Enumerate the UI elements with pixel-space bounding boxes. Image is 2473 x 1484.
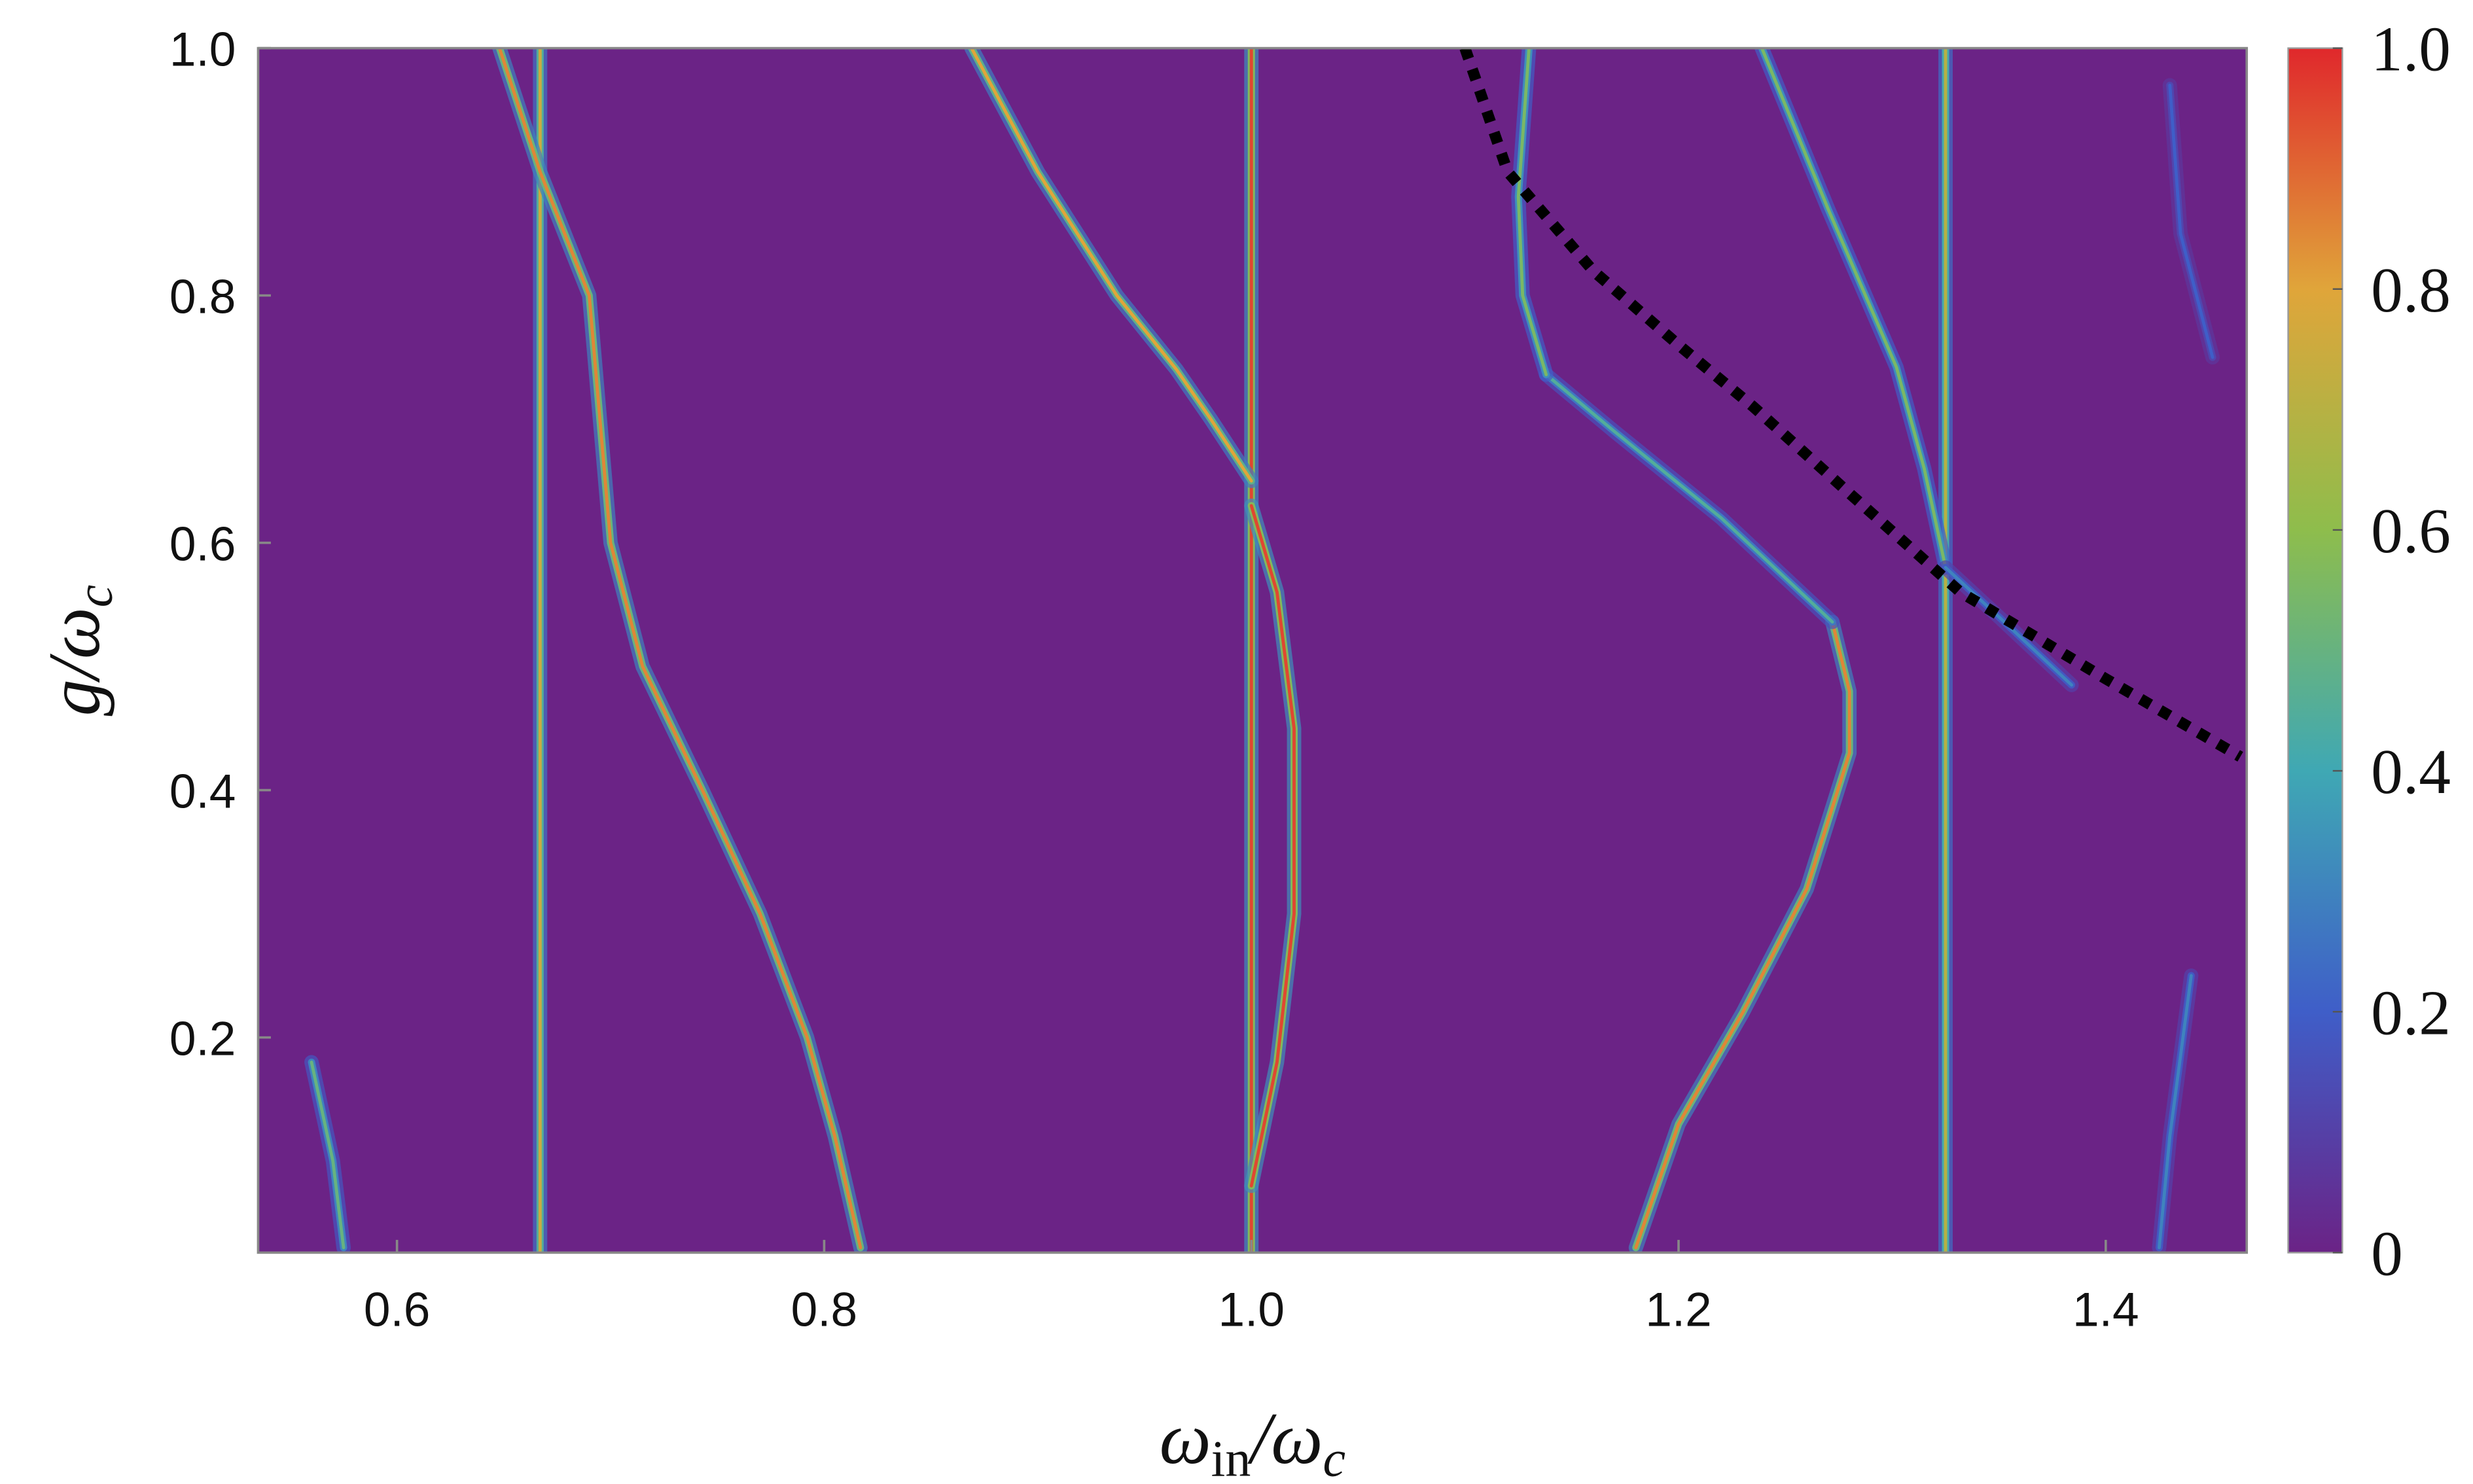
x-tick-label: 0.8	[791, 1283, 858, 1336]
y-tick-label: 1.0	[169, 23, 236, 76]
x-label-part: c	[1323, 1430, 1345, 1484]
ridge-core	[1634, 620, 1851, 1250]
x-tick-label: 1.2	[1645, 1283, 1712, 1336]
ridge-core	[2157, 974, 2193, 1250]
ridge-core	[1944, 565, 2074, 687]
colorbar-tick-label: 1.0	[2371, 14, 2451, 85]
ridge	[304, 1055, 351, 1253]
y-tick-label: 0.6	[169, 518, 236, 571]
colorbar-tick-label: 0.2	[2371, 978, 2451, 1048]
x-label-part: in	[1211, 1430, 1251, 1484]
ridge	[1539, 367, 1840, 629]
ridge-core	[1760, 48, 1948, 569]
ridge	[1628, 614, 1857, 1253]
ridge-core	[310, 1060, 346, 1250]
x-tick-label: 1.4	[2073, 1283, 2139, 1336]
ridge	[1938, 560, 2079, 692]
y-tick-label: 0.4	[169, 765, 236, 818]
colorbar-tick-label: 0	[2371, 1218, 2403, 1289]
y-label-part: g/ω	[34, 607, 115, 716]
ridge	[1511, 48, 1554, 382]
ridge-core	[1544, 373, 1834, 624]
x-label-part: ω	[1160, 1398, 1211, 1479]
ridge	[492, 48, 868, 1253]
ridge	[2152, 968, 2199, 1253]
ridge	[2162, 78, 2220, 365]
x-label-part: /ω	[1247, 1398, 1323, 1479]
ridge-core	[2168, 83, 2215, 359]
colorbar-tick-label: 0.6	[2371, 496, 2451, 567]
ridge-core	[1516, 48, 1548, 376]
ridge	[1754, 48, 1953, 575]
colorbar-tick-label: 0.8	[2371, 255, 2451, 326]
ridge-core	[1249, 504, 1296, 1188]
ridge-core	[970, 48, 1253, 483]
dashed-curve	[1459, 48, 2243, 762]
colorbar-tick-label: 0.4	[2371, 737, 2451, 807]
colorbar	[2287, 47, 2343, 1254]
x-axis-label: ωin/ωc	[1160, 1398, 1345, 1484]
plot-area	[258, 48, 2247, 1253]
ridge-core	[497, 48, 863, 1250]
y-axis-label: g/ωc	[34, 585, 122, 716]
y-tick-label: 0.2	[169, 1012, 236, 1065]
y-tick-label: 0.8	[169, 270, 236, 323]
ridge	[1244, 498, 1302, 1193]
y-label-part: c	[66, 585, 122, 608]
x-tick-label: 0.6	[364, 1283, 431, 1336]
ridge	[964, 48, 1259, 489]
x-tick-label: 1.0	[1218, 1283, 1285, 1336]
